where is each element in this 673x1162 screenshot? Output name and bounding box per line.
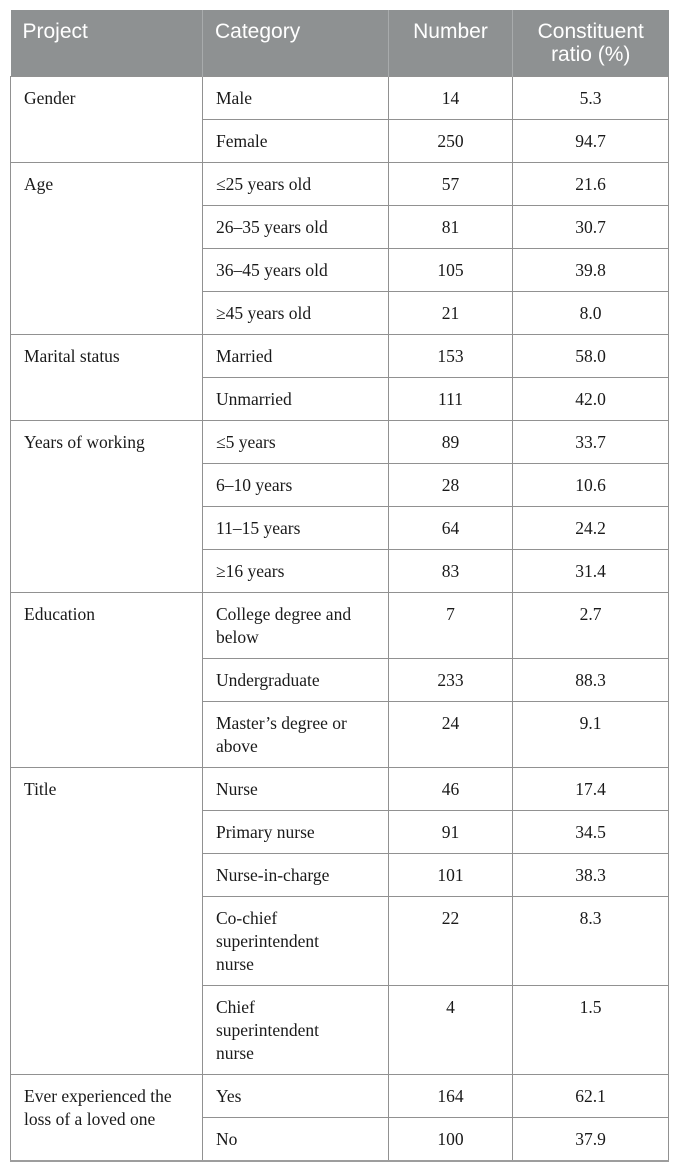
- table-row: Marital status Married 153 58.0: [10, 334, 669, 421]
- number-cell: 105: [388, 248, 513, 292]
- number-cell: 91: [388, 810, 513, 854]
- category-cell: ≤5 years: [202, 420, 389, 464]
- table-body: Gender Male 14 5.3 Female 250 94.7 Age ≤25 years…: [10, 76, 669, 1162]
- ratio-cell: 10.6: [512, 463, 669, 507]
- number-cell: 14: [388, 76, 513, 120]
- number-cell: 7: [388, 592, 513, 659]
- table-row: Primary nurse 91 34.5: [11, 810, 669, 854]
- category-cell: Primary nurse: [202, 810, 389, 854]
- demographics-table: Project Category Number Constituent rati…: [10, 10, 669, 1162]
- column-header-category: Category: [202, 10, 389, 77]
- category-cell: 36–45 years old: [202, 248, 389, 292]
- number-cell: 101: [388, 853, 513, 897]
- number-cell: 46: [388, 767, 513, 811]
- table-row: 6–10 years 28 10.6: [11, 463, 669, 507]
- number-cell: 153: [388, 334, 513, 378]
- table-header: Project Category Number Constituent rati…: [10, 10, 669, 77]
- ratio-cell: 9.1: [512, 701, 669, 768]
- ratio-cell: 88.3: [512, 658, 669, 702]
- ratio-cell: 17.4: [512, 767, 669, 811]
- ratio-cell: 62.1: [512, 1074, 669, 1118]
- number-cell: 250: [388, 119, 513, 163]
- number-cell: 233: [388, 658, 513, 702]
- table-row: Gender Male 14 5.3: [10, 76, 669, 163]
- ratio-cell: 31.4: [512, 549, 669, 593]
- category-cell: No: [202, 1117, 389, 1162]
- number-cell: 21: [388, 291, 513, 335]
- column-header-constituent-ratio: Constituent ratio (%): [512, 10, 669, 77]
- number-cell: 81: [388, 205, 513, 249]
- number-cell: 22: [388, 896, 513, 986]
- number-cell: 111: [388, 377, 513, 421]
- number-cell: 89: [388, 420, 513, 464]
- category-cell: Master’s degree or above: [202, 701, 389, 768]
- category-cell: Yes: [202, 1074, 389, 1118]
- number-cell: 4: [388, 985, 513, 1075]
- ratio-cell: 58.0: [512, 334, 669, 378]
- header-row: Project Category Number Constituent rati…: [10, 10, 669, 77]
- number-cell: 100: [388, 1117, 513, 1162]
- category-cell: 11–15 years: [202, 506, 389, 550]
- ratio-cell: 38.3: [512, 853, 669, 897]
- category-cell: Undergraduate: [202, 658, 389, 702]
- category-cell: ≥45 years old: [202, 291, 389, 335]
- table-row: Undergraduate 233 88.3: [11, 658, 669, 702]
- table-row: Female 250 94.7: [11, 119, 669, 163]
- ratio-cell: 2.7: [512, 592, 669, 659]
- ratio-cell: 5.3: [512, 76, 669, 120]
- table-row: Title Nurse 46 17.4: [10, 767, 669, 1075]
- category-cell: Chief superintendent nurse: [202, 985, 389, 1075]
- category-cell: Married: [202, 334, 389, 378]
- ratio-cell: 8.3: [512, 896, 669, 986]
- category-cell: College degree and below: [202, 592, 389, 659]
- ratio-cell: 1.5: [512, 985, 669, 1075]
- project-cell: Marital status: [10, 334, 203, 421]
- project-cell: Age: [10, 162, 203, 335]
- table-row: Age ≤25 years old 57 21.6: [10, 162, 669, 335]
- ratio-cell: 24.2: [512, 506, 669, 550]
- category-cell: Male: [202, 76, 389, 120]
- table-row: 36–45 years old 105 39.8: [11, 248, 669, 292]
- table-row: 26–35 years old 81 30.7: [11, 205, 669, 249]
- ratio-cell: 21.6: [512, 162, 669, 206]
- category-cell: 6–10 years: [202, 463, 389, 507]
- category-cell: ≤25 years old: [202, 162, 389, 206]
- ratio-cell: 94.7: [512, 119, 669, 163]
- number-cell: 28: [388, 463, 513, 507]
- project-cell: Ever experienced the loss of a loved one: [10, 1074, 203, 1162]
- number-cell: 57: [388, 162, 513, 206]
- project-cell: Education: [10, 592, 203, 768]
- number-cell: 83: [388, 549, 513, 593]
- category-cell: ≥16 years: [202, 549, 389, 593]
- ratio-cell: 39.8: [512, 248, 669, 292]
- table-row: 11–15 years 64 24.2: [11, 506, 669, 550]
- ratio-cell: 42.0: [512, 377, 669, 421]
- ratio-cell: 37.9: [512, 1117, 669, 1162]
- ratio-cell: 34.5: [512, 810, 669, 854]
- table-row: Education College degree and below 7 2.7: [10, 592, 669, 768]
- table-row: ≥45 years old 21 8.0: [11, 291, 669, 335]
- category-cell: Female: [202, 119, 389, 163]
- ratio-cell: 8.0: [512, 291, 669, 335]
- ratio-cell: 30.7: [512, 205, 669, 249]
- project-cell: Title: [10, 767, 203, 1075]
- number-cell: 24: [388, 701, 513, 768]
- category-cell: Co-chief superintendent nurse: [202, 896, 389, 986]
- number-cell: 64: [388, 506, 513, 550]
- category-cell: Nurse-in-charge: [202, 853, 389, 897]
- table-row: Years of working ≤5 years 89 33.7: [10, 420, 669, 593]
- project-cell: Gender: [10, 76, 203, 163]
- table-row: Ever experienced the loss of a loved one…: [10, 1074, 669, 1162]
- category-cell: Unmarried: [202, 377, 389, 421]
- number-cell: 164: [388, 1074, 513, 1118]
- category-cell: 26–35 years old: [202, 205, 389, 249]
- category-cell: Nurse: [202, 767, 389, 811]
- column-header-project: Project: [10, 10, 203, 77]
- column-header-number: Number: [388, 10, 513, 77]
- project-cell: Years of working: [10, 420, 203, 593]
- ratio-cell: 33.7: [512, 420, 669, 464]
